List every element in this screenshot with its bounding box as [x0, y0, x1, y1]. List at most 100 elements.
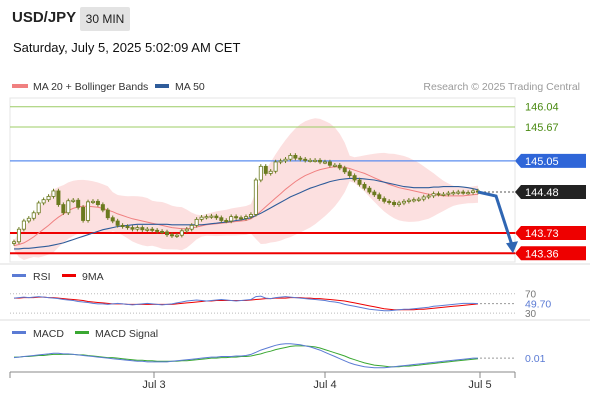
- candle: [421, 194, 426, 202]
- price-panel: 146.04 145.67 145.05 144.48 143.73 143.36: [9, 97, 586, 263]
- candle: [372, 189, 377, 197]
- macd-lines-layer: 0.01: [13, 343, 546, 369]
- timeframe-badge[interactable]: 30 MIN: [80, 7, 130, 31]
- candle: [120, 223, 125, 229]
- candle: [199, 214, 204, 222]
- candle: [46, 194, 51, 202]
- candle: [392, 200, 397, 207]
- candle-layer: [11, 153, 480, 246]
- price-level-label: 143.73: [525, 228, 559, 240]
- candle: [189, 223, 194, 232]
- candle: [387, 199, 392, 205]
- candle: [441, 192, 446, 197]
- macd-legend-swatch: [12, 331, 26, 334]
- candle: [426, 193, 431, 200]
- rsi-tick-label: 70: [525, 290, 537, 301]
- candle: [31, 210, 36, 221]
- rsi-ma-line: [14, 296, 479, 311]
- bollinger-legend-label: MA 20 + Bollinger Bands: [33, 81, 148, 93]
- candle: [155, 228, 160, 234]
- candle: [278, 158, 283, 165]
- candle: [194, 217, 199, 228]
- candle: [61, 202, 66, 215]
- candle: [347, 169, 352, 178]
- timestamp: Saturday, July 5, 2025 5:02:09 AM CET: [13, 40, 241, 55]
- price-level-label: 144.48: [525, 187, 559, 199]
- candle: [110, 215, 115, 224]
- candle: [71, 198, 76, 203]
- candle: [100, 202, 105, 213]
- candle: [367, 186, 372, 195]
- candle: [209, 213, 214, 219]
- candle: [406, 198, 411, 204]
- candle: [174, 233, 179, 238]
- candle: [283, 157, 288, 164]
- candle: [382, 196, 387, 204]
- candle: [313, 158, 318, 163]
- macd-panel: MACD MACD Signal 0.01: [0, 319, 590, 369]
- price-tag: [515, 246, 586, 261]
- candle: [377, 192, 382, 201]
- forecast-arrow-head: [506, 241, 518, 254]
- candle: [184, 227, 189, 234]
- candle: [303, 157, 308, 163]
- bollinger-band: [14, 118, 478, 260]
- candle: [268, 169, 273, 176]
- candle: [431, 191, 436, 199]
- candle: [169, 232, 174, 238]
- candle: [160, 229, 165, 235]
- candle: [26, 216, 31, 224]
- time-axis: Jul 3 Jul 4 Jul 5: [9, 371, 516, 391]
- candle: [258, 164, 263, 183]
- candle: [41, 197, 46, 206]
- candle: [125, 224, 130, 230]
- candle: [229, 214, 234, 224]
- candle: [337, 163, 342, 171]
- credit-text: Research © 2025 Trading Central: [423, 81, 580, 93]
- candle: [446, 190, 451, 197]
- time-tick-label: Jul 5: [468, 379, 491, 391]
- price-level-label: 145.67: [525, 122, 559, 134]
- macd-signal-line: [14, 345, 479, 368]
- candle: [36, 200, 41, 215]
- rsi-ma-legend-swatch: [62, 274, 76, 277]
- candle: [322, 159, 327, 165]
- macd-signal-legend-swatch: [75, 331, 89, 334]
- candle: [451, 190, 456, 196]
- time-tick-label: Jul 3: [142, 379, 165, 391]
- rsi-legend-swatch: [12, 274, 26, 277]
- candle: [165, 229, 170, 237]
- forecast-arrow: [477, 190, 514, 246]
- time-tick-label: Jul 4: [313, 379, 336, 391]
- candle: [239, 215, 244, 221]
- price-tag: [515, 153, 586, 168]
- candle: [288, 153, 293, 162]
- rsi-legend-label: RSI: [33, 271, 51, 283]
- candle: [466, 190, 471, 195]
- candle: [66, 198, 71, 215]
- candle: [219, 215, 224, 223]
- candle: [56, 188, 61, 207]
- candle: [234, 214, 239, 220]
- candle: [179, 228, 184, 238]
- candle: [248, 212, 253, 219]
- candle: [76, 198, 81, 210]
- candle: [140, 225, 145, 232]
- price-level-label: 143.36: [525, 248, 559, 260]
- rsi-ma-legend-label: 9MA: [82, 271, 104, 283]
- price-level-labels: 146.04 145.67 145.05 144.48 143.73 143.36: [515, 102, 586, 261]
- candle: [352, 173, 357, 183]
- candle: [456, 189, 461, 195]
- candle: [401, 199, 406, 206]
- candle: [253, 177, 258, 217]
- ma50-legend-swatch: [155, 84, 169, 88]
- candle: [461, 189, 466, 195]
- price-tag: [515, 185, 586, 200]
- main-legend: MA 20 + Bollinger Bands MA 50 Research ©…: [12, 81, 580, 93]
- candle: [436, 191, 441, 197]
- candle: [397, 200, 402, 207]
- candle: [16, 227, 21, 244]
